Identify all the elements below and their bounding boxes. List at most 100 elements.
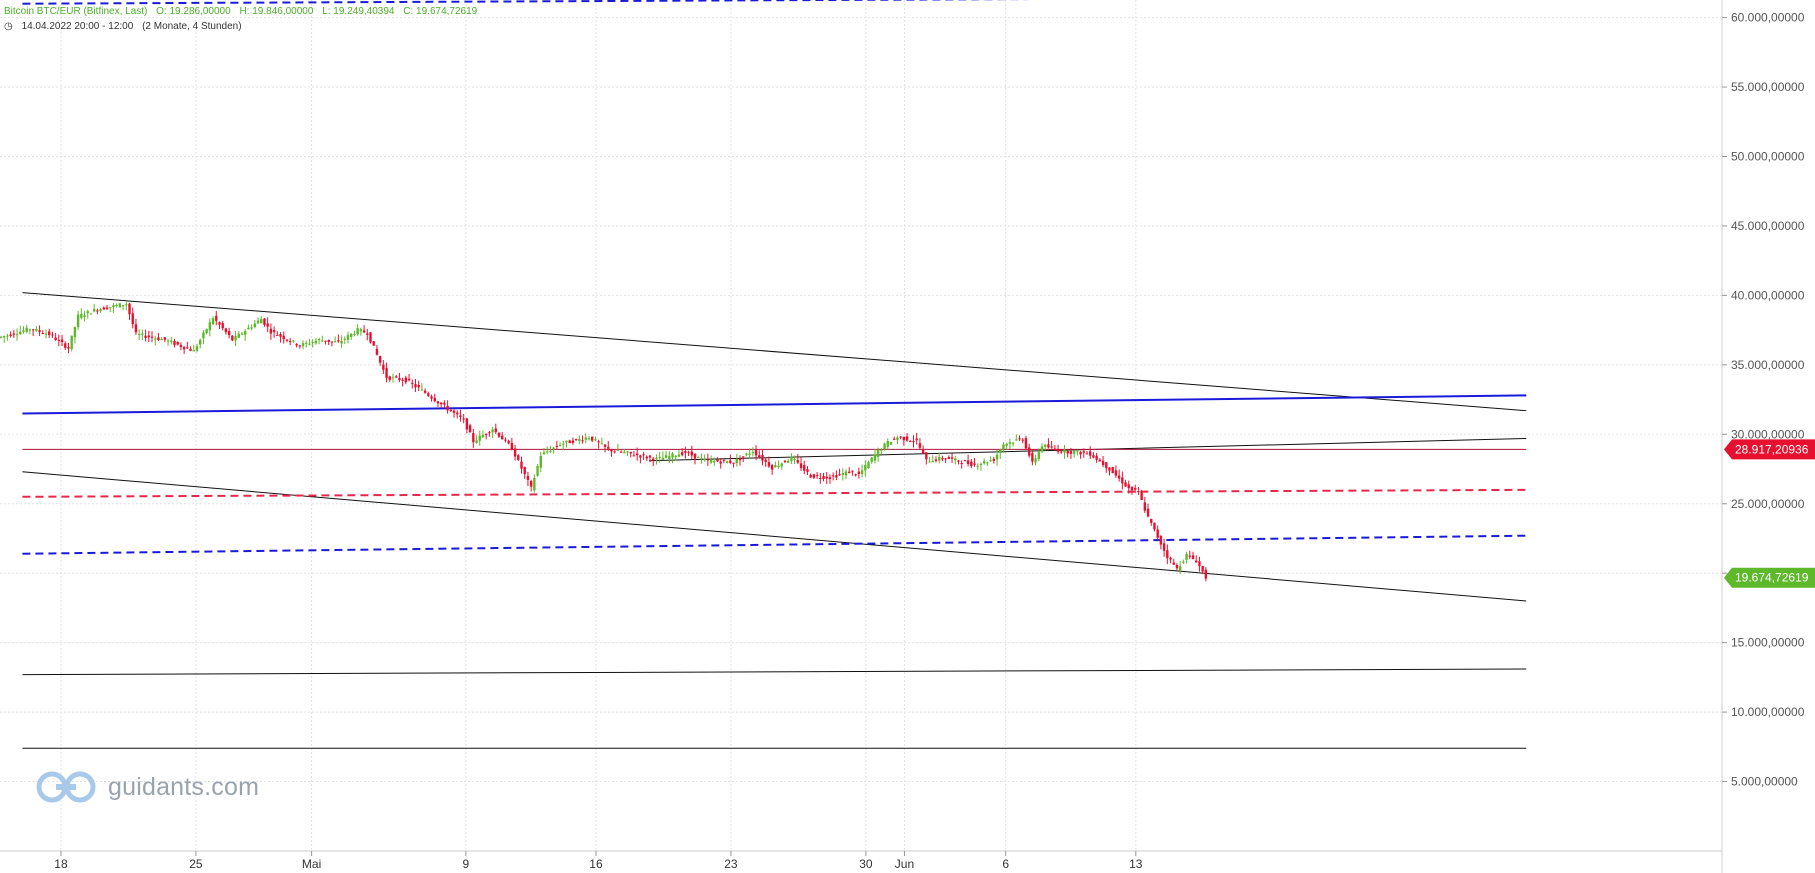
x-tick-label: 13 [1129,857,1143,871]
candle-down [179,344,183,348]
candle-down [822,475,825,479]
candle-up [989,460,992,462]
candle-down [574,439,578,441]
candle-up [343,338,346,340]
candle-down [272,330,276,333]
y-tick-label: 10.000,00000 [1731,705,1805,719]
candle-up [25,327,28,332]
candle-up [558,445,562,447]
candle-up [118,303,122,308]
candle-down [767,462,771,467]
candle-up [937,457,941,461]
candle-down [497,432,501,437]
candle-up [70,335,73,350]
candle-down [64,343,67,348]
candle-up [0,336,3,338]
candle-down [1188,555,1192,557]
y-tick-label: 25.000,00000 [1731,497,1805,511]
candle-down [1159,535,1163,545]
candle-up [883,443,886,449]
candle-up [356,328,359,335]
candle-down [973,463,976,465]
candle-up [170,340,173,342]
candle-up [745,453,748,455]
candle-down [902,436,906,441]
candle-down [414,384,417,388]
candle-down [687,452,690,454]
candle-down [905,436,909,441]
candle-down [1130,486,1134,491]
candle-down [150,336,154,338]
x-tick-label: 25 [189,857,203,871]
candle-down [806,469,809,472]
grid [0,0,1723,873]
x-tick-label: Mai [302,857,321,871]
candle-up [125,304,128,306]
candle-down [629,451,632,454]
candle-up [234,335,237,341]
candle-down [1069,451,1073,454]
candle-down [1092,455,1095,458]
candle-down [783,460,787,463]
low-value: L: 19.249,40394 [322,6,395,17]
candle-down [266,323,269,327]
x-tick-label: 30 [859,857,873,871]
candle-down [1085,453,1089,455]
y-tick-label: 15.000,00000 [1731,636,1805,650]
candle-up [677,454,681,457]
candle-down [131,313,134,325]
trendline-solid-blue [22,394,1527,415]
candle-up [80,313,83,318]
candle-up [199,339,202,345]
candle-down [394,376,398,378]
candle-down [221,323,224,329]
candle-down [173,340,176,345]
candle-up [1182,561,1185,563]
candle-down [831,475,835,477]
candle-down [446,405,449,411]
candle-up [793,459,796,461]
candle-up [1037,451,1040,460]
candle-up [1063,449,1066,453]
candle-down [452,410,456,413]
candle-down [1089,451,1092,456]
candle-up [83,315,86,318]
candle-up [154,338,157,340]
candle-up [774,465,777,468]
candle-down [456,412,459,415]
candle-down [632,455,636,457]
candle-up [539,455,542,468]
x-tick-label: 9 [462,857,469,871]
candle-up [668,455,671,460]
candle-down [684,451,687,453]
candle-up [202,332,205,339]
candle-down [157,337,160,341]
candle-down [144,335,147,338]
candle-down [568,440,571,444]
candle-down [298,345,302,347]
candle-up [954,458,957,461]
instrument-name: Bitcoin BTC/EUR (Bitfinex, Last) [4,6,148,17]
candle-up [841,473,845,475]
candle-down [925,452,928,460]
candle-down [465,418,469,430]
candle-up [584,437,587,440]
candle-up [420,389,424,391]
candle-down [639,455,642,458]
candle-up [92,309,96,312]
candle-down [918,443,922,448]
candle-down [1095,455,1098,460]
y-tick-label: 50.000,00000 [1731,150,1805,164]
candle-up [391,377,395,379]
candle-down [960,463,963,465]
candle-down [507,441,510,444]
candle-up [160,339,163,341]
candle-down [385,368,388,379]
candle-up [292,340,295,342]
candle-down [38,330,41,332]
candle-up [1072,451,1076,454]
candle-up [211,318,215,325]
candle-down [1201,565,1204,572]
candle-up [896,437,899,440]
candle-down [501,435,504,440]
